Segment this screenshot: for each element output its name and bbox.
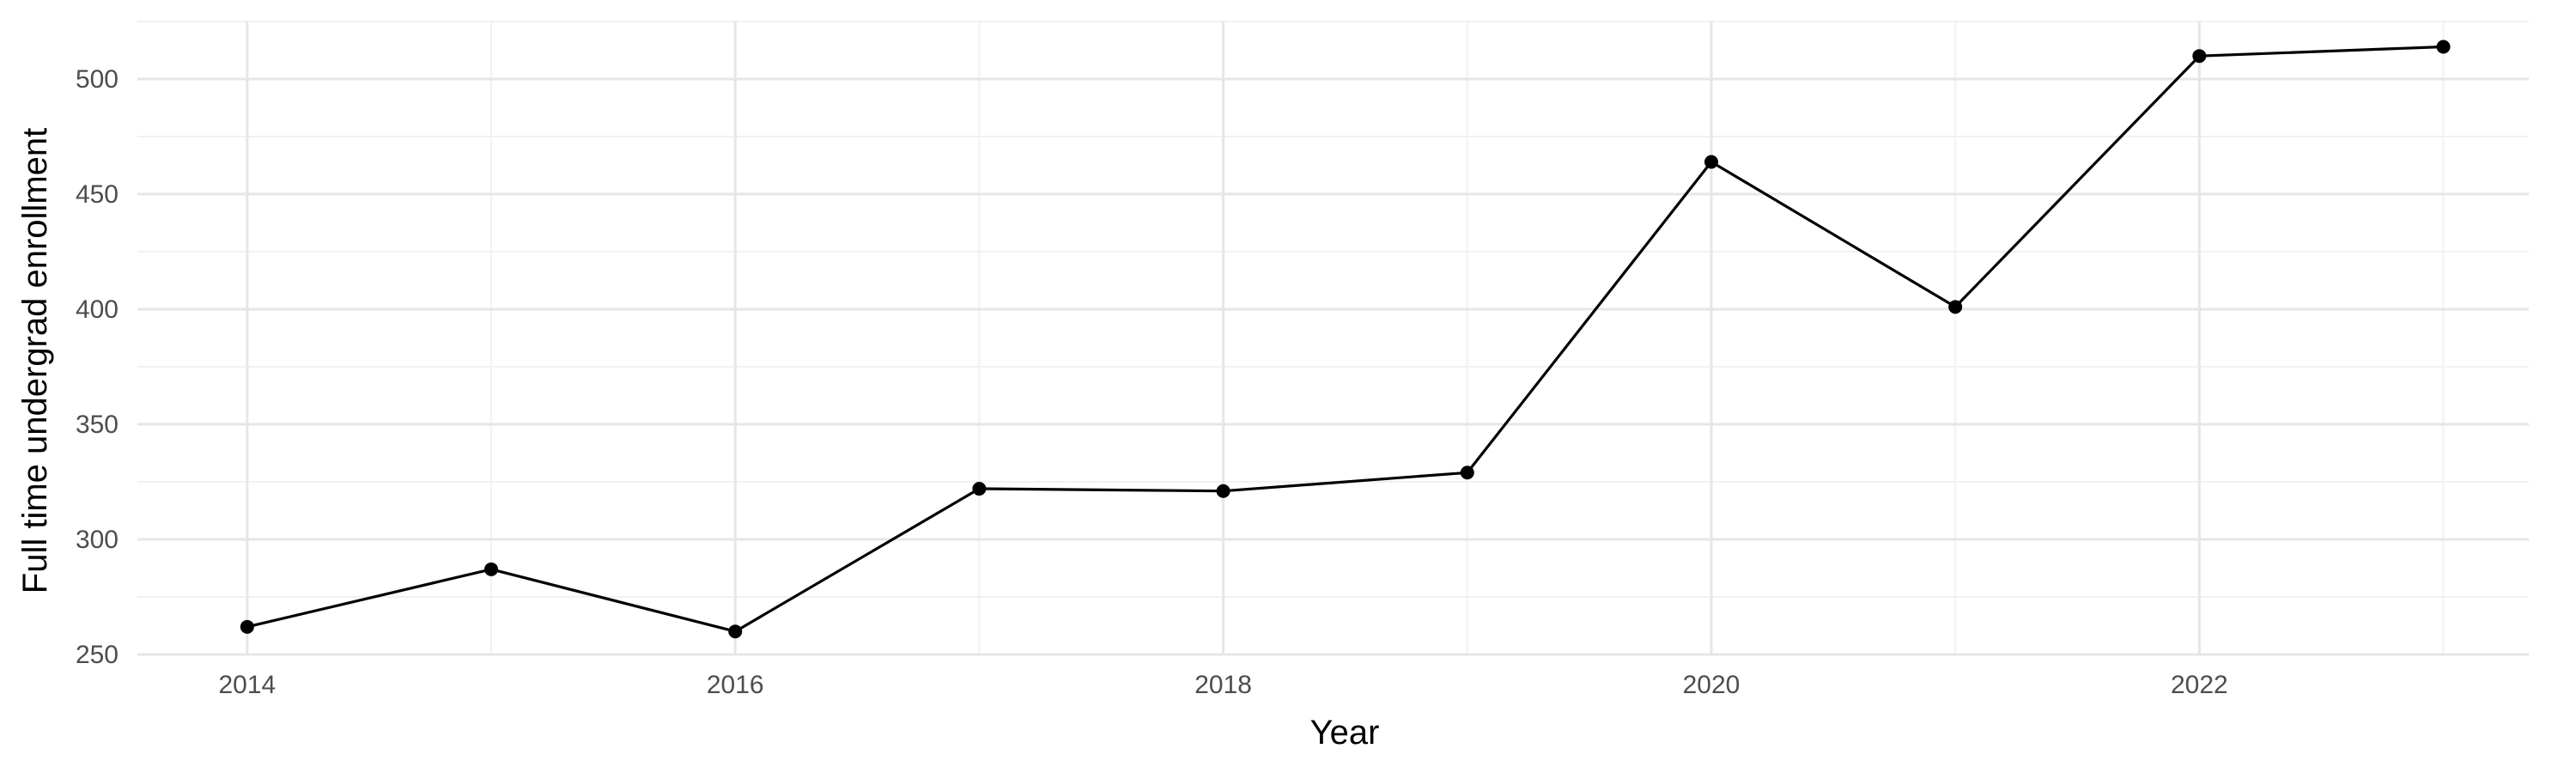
major-gridlines-x	[246, 21, 2201, 654]
data-point	[2436, 40, 2451, 54]
data-point	[484, 562, 499, 576]
y-tick-label: 300	[76, 526, 118, 554]
series-line	[246, 45, 2444, 633]
y-tick-label: 400	[76, 295, 118, 324]
data-point	[1216, 484, 1230, 498]
y-axis-tick-labels: 250 300 350 400 450 500	[76, 65, 118, 669]
x-tick-label: 2020	[1683, 671, 1741, 699]
data-point	[1948, 300, 1963, 314]
y-tick-label: 350	[76, 411, 118, 439]
x-tick-label: 2016	[707, 671, 764, 699]
minor-gridlines-y	[137, 21, 2529, 598]
major-gridlines-y	[137, 77, 2529, 656]
enrollment-series	[240, 40, 2451, 639]
data-point	[972, 482, 987, 496]
data-point	[1460, 466, 1474, 480]
y-tick-label: 250	[76, 641, 118, 669]
x-tick-label: 2022	[2171, 671, 2228, 699]
minor-gridlines-x	[490, 21, 2445, 654]
x-tick-label: 2018	[1194, 671, 1252, 699]
y-tick-label: 500	[76, 65, 118, 94]
x-tick-label: 2014	[219, 671, 276, 699]
y-axis-title: Full time undergrad enrollment	[16, 128, 54, 593]
x-axis-title: Year	[1310, 714, 1380, 752]
x-axis-tick-labels: 2014 2016 2018 2020 2022	[219, 671, 2228, 699]
data-point	[2192, 49, 2207, 64]
data-point	[728, 624, 743, 639]
data-point	[1704, 155, 1718, 169]
data-point	[240, 619, 254, 634]
y-tick-label: 450	[76, 180, 118, 209]
